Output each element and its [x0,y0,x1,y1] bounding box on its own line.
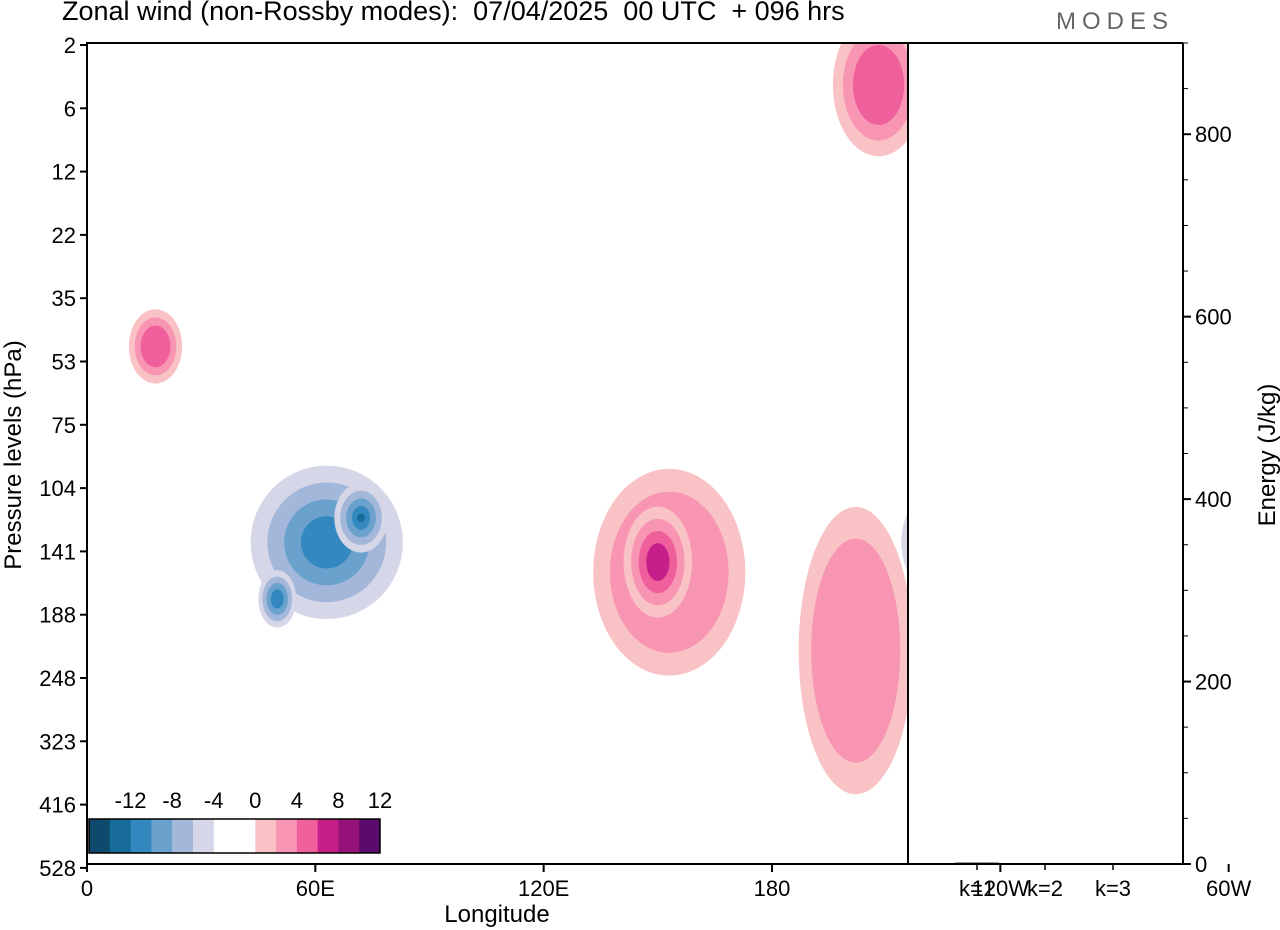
y-tick-label: 2 [64,33,76,58]
colorbar-swatch [151,819,173,853]
energy-tick-label: 800 [1195,122,1232,147]
y-tick-label: 53 [52,350,76,375]
energy-bar [955,862,999,865]
contour-region [1019,516,1118,598]
y-tick-label: 141 [39,539,76,564]
energy-x-tick-label: k=2 [1027,876,1063,901]
colorbar-swatch [89,819,111,853]
contour-region [1041,535,1096,581]
chart-title: Zonal wind (non-Rossby modes): 07/04/202… [62,0,845,26]
energy-x-tick-label: k=3 [1095,876,1131,901]
y-tick-label: 323 [39,729,76,754]
x-tick-label: 60E [296,876,335,901]
contour-region [967,468,1003,502]
contour-region [140,325,171,368]
y-tick-label: 528 [39,856,76,881]
colorbar-swatch [172,819,194,853]
colorbar-swatch [276,819,298,853]
x-tick-label: 0 [81,876,93,901]
energy-x-tick-label: k=1 [959,876,995,901]
colorbar-swatch [317,819,339,853]
colorbar-swatch [234,819,256,853]
contour-region [929,523,957,561]
y-tick-label: 75 [52,413,76,438]
energy-axis-label: Energy (J/kg) [1254,384,1280,527]
y-tick-label: 6 [64,96,76,121]
x-tick-label: 60W [1206,876,1251,901]
heatmap-field [128,43,1118,795]
y-tick-label: 104 [39,476,76,501]
energy-tick-label: 0 [1195,852,1207,877]
energy-tick-label: 200 [1195,670,1232,695]
colorbar-swatch [359,819,381,853]
colorbar-swatch [192,819,215,853]
x-axis-label: Longitude [444,901,549,928]
energy-tick-label: 400 [1195,487,1232,512]
modes-logo: MODES [1056,8,1175,35]
contour-region [920,511,967,574]
energy-tick-label: 600 [1195,305,1232,330]
x-tick-label: 180 [754,876,791,901]
colorbar-swatch [109,819,132,853]
y-tick-label: 35 [52,286,76,311]
colorbar-label: 8 [332,788,344,813]
contour-region [901,512,908,573]
y-axis-label: Pressure levels (hPa) [0,340,27,569]
colorbar-label: -12 [115,788,147,813]
contour-region [911,499,976,586]
colorbar-swatch [213,819,235,853]
colorbar-swatch [130,819,152,853]
colorbar-label: -4 [204,788,224,813]
colorbar-label: -8 [162,788,182,813]
plot-frame [86,42,909,865]
colorbar-label: 4 [291,788,303,813]
contour-region [811,538,901,763]
contour-region [357,513,365,523]
contour-region [1030,525,1107,589]
x-tick-label: 120E [518,876,569,901]
contour-region [972,472,998,496]
y-tick-label: 22 [52,223,76,248]
y-tick-label: 12 [52,160,76,185]
y-tick-label: 188 [39,603,76,628]
y-tick-label: 248 [39,666,76,691]
y-tick-label: 416 [39,793,76,818]
contour-region [962,463,1008,506]
x-tick-label: 120W [972,876,1030,901]
colorbar-swatch [338,819,360,853]
colorbar-frame [88,818,381,854]
colorbar-swatch [296,819,319,853]
contour-region [852,44,905,125]
contour-region [270,589,284,609]
colorbar-label: 0 [249,788,261,813]
contour-region [977,477,993,492]
contour-region [646,543,670,581]
colorbar-label: 12 [368,788,392,813]
energy-bar [1023,863,1067,865]
colorbar-swatch [255,819,277,853]
